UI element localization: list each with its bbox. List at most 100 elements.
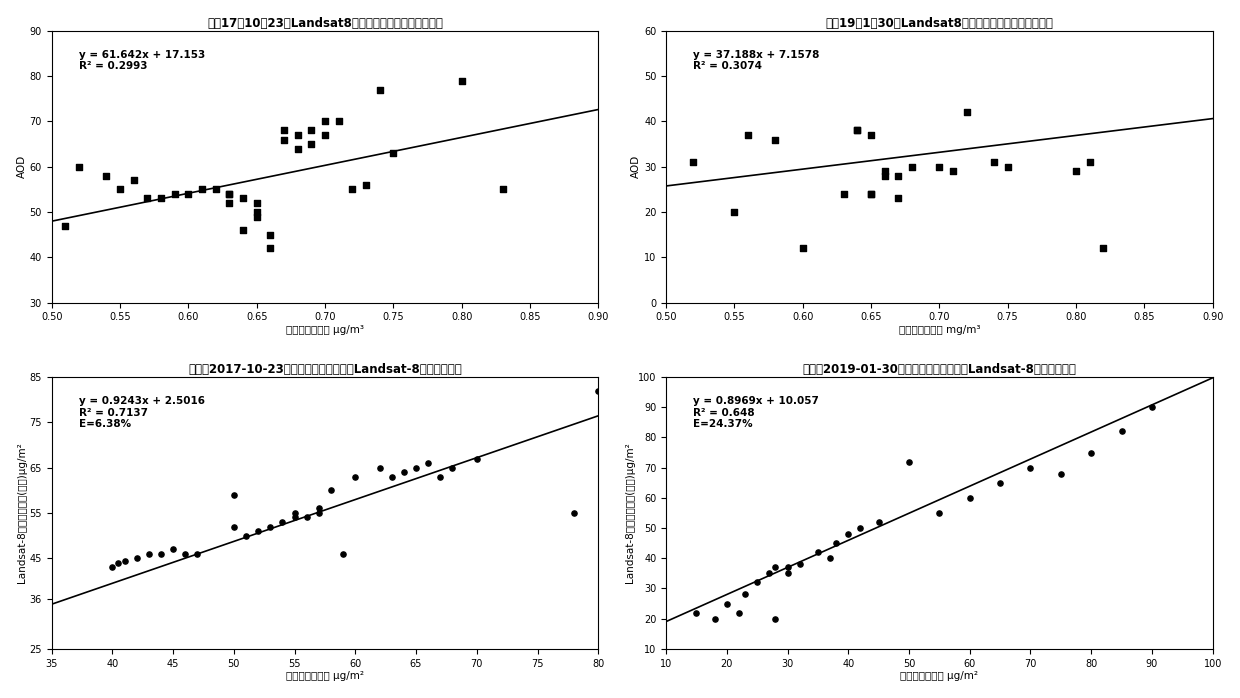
Point: [888, 170, 908, 181]
Point: [407, 462, 427, 473]
Point: [874, 170, 894, 181]
Point: [777, 567, 797, 579]
Point: [765, 134, 785, 145]
Point: [126, 553, 146, 564]
Point: [1111, 426, 1131, 437]
Point: [69, 161, 89, 172]
Point: [370, 462, 389, 473]
Y-axis label: Landsat-8反演质量浓度(回归)μg/m²: Landsat-8反演质量浓度(回归)μg/m²: [625, 443, 635, 584]
Point: [175, 548, 195, 559]
Point: [247, 198, 267, 209]
Point: [944, 165, 963, 177]
Point: [260, 521, 280, 532]
Point: [738, 129, 758, 140]
Point: [109, 557, 129, 568]
Point: [851, 523, 870, 534]
Point: [1066, 165, 1086, 177]
Point: [847, 125, 867, 136]
Point: [903, 161, 923, 172]
Point: [985, 156, 1004, 168]
Point: [564, 507, 584, 519]
Point: [56, 220, 76, 231]
Point: [765, 562, 785, 573]
Point: [861, 188, 880, 200]
Point: [899, 456, 919, 467]
Point: [1142, 401, 1162, 413]
Point: [383, 147, 403, 158]
Point: [833, 188, 853, 200]
Title: 珠三角2019-01-30气溶胶近地面质量浓度Landsat-8反演结果验证: 珠三角2019-01-30气溶胶近地面质量浓度Landsat-8反演结果验证: [802, 363, 1076, 376]
Point: [687, 607, 707, 618]
Point: [1094, 243, 1114, 254]
Point: [273, 517, 293, 528]
Point: [826, 537, 846, 549]
Y-axis label: AOD: AOD: [17, 155, 27, 179]
Point: [315, 129, 335, 140]
Point: [315, 116, 335, 127]
Point: [164, 544, 184, 555]
Point: [1081, 447, 1101, 458]
Point: [704, 613, 724, 624]
Point: [346, 471, 366, 482]
Point: [370, 84, 389, 96]
Point: [443, 462, 463, 473]
Point: [808, 547, 828, 558]
Y-axis label: Landsat-8反演质量浓度(回归)μg/m²: Landsat-8反演质量浓度(回归)μg/m²: [16, 443, 27, 584]
Point: [869, 517, 889, 528]
Point: [930, 507, 950, 519]
Title: 广州19年1月30日Landsat8气溶胶光学厚度反演结果验证: 广州19年1月30日Landsat8气溶胶光学厚度反演结果验证: [826, 17, 1053, 30]
Point: [418, 457, 438, 468]
Point: [724, 207, 744, 218]
Point: [288, 129, 308, 140]
X-axis label: 反密浓度实测值 μg/m²: 反密浓度实测值 μg/m²: [900, 671, 978, 681]
Point: [991, 477, 1011, 489]
Point: [888, 193, 908, 204]
Point: [179, 188, 198, 200]
Point: [874, 165, 894, 177]
X-axis label: 质量浓度实测值 μg/m³: 质量浓度实测值 μg/m³: [286, 325, 365, 335]
Point: [309, 503, 329, 514]
Point: [451, 75, 471, 87]
Point: [285, 512, 305, 523]
Text: y = 37.188x + 7.1578
R² = 0.3074: y = 37.188x + 7.1578 R² = 0.3074: [693, 50, 820, 71]
Title: 广州17年10月23日Landsat8气溶胶光学厚度反演结果验证: 广州17年10月23日Landsat8气溶胶光学厚度反演结果验证: [207, 17, 443, 30]
Point: [219, 188, 239, 200]
Point: [274, 134, 294, 145]
Point: [97, 170, 117, 181]
Point: [1021, 462, 1040, 473]
Point: [285, 507, 305, 519]
Point: [356, 179, 376, 191]
Point: [301, 138, 321, 149]
Point: [1052, 468, 1071, 480]
Point: [301, 125, 321, 136]
X-axis label: 质面浓度实测值 mg/m³: 质面浓度实测值 mg/m³: [899, 325, 980, 335]
Point: [151, 193, 171, 204]
Point: [110, 184, 130, 195]
Point: [260, 229, 280, 240]
Point: [247, 211, 267, 222]
Point: [820, 553, 839, 564]
Point: [729, 607, 749, 618]
Point: [103, 562, 123, 573]
Point: [224, 489, 244, 500]
Text: y = 0.9243x + 2.5016
R² = 0.7137
E=6.38%: y = 0.9243x + 2.5016 R² = 0.7137 E=6.38%: [79, 396, 205, 429]
Point: [1080, 156, 1100, 168]
Point: [248, 526, 268, 537]
Point: [466, 453, 486, 464]
Y-axis label: AOD: AOD: [631, 155, 641, 179]
Point: [960, 492, 980, 503]
Text: y = 61.642x + 17.153
R² = 0.2993: y = 61.642x + 17.153 R² = 0.2993: [79, 50, 206, 71]
Point: [430, 471, 450, 482]
Point: [139, 548, 159, 559]
Point: [334, 548, 353, 559]
Point: [247, 207, 267, 218]
Point: [187, 548, 207, 559]
Point: [309, 507, 329, 519]
Point: [206, 184, 226, 195]
Point: [114, 555, 134, 566]
Point: [138, 193, 157, 204]
Point: [236, 530, 255, 541]
Point: [274, 125, 294, 136]
Point: [792, 243, 812, 254]
Point: [151, 548, 171, 559]
